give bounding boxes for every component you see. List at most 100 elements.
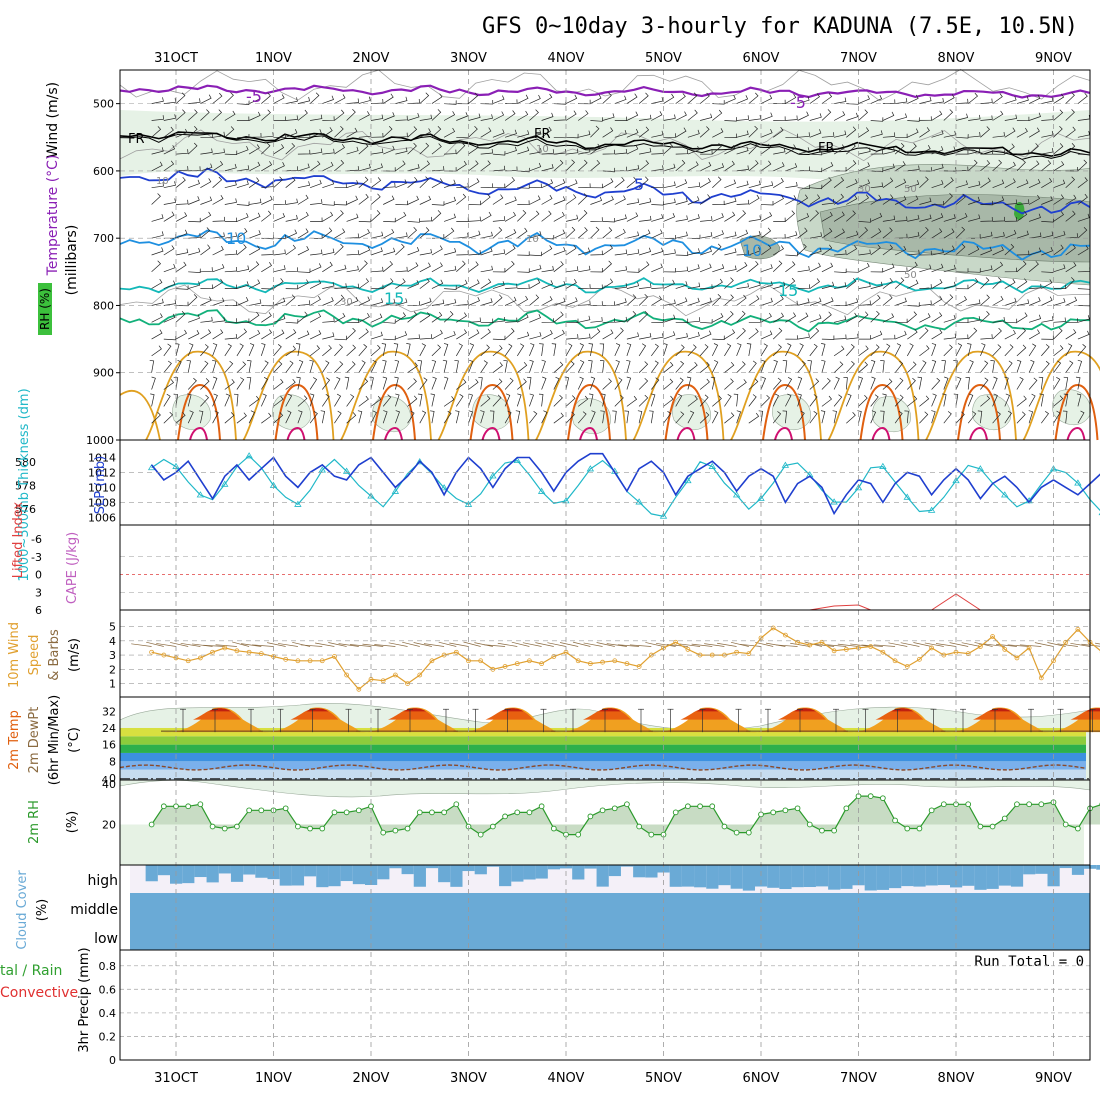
wind-barb: [358, 378, 369, 390]
wind-barb: [821, 343, 826, 356]
wind-barb: [748, 194, 760, 205]
wind-barb-10m: [315, 642, 335, 647]
wind-barb: [261, 161, 273, 172]
wind-barb-10m: [232, 641, 250, 647]
wind-barb: [200, 329, 212, 340]
wind-barb: [565, 133, 579, 139]
wind-barb: [322, 344, 332, 357]
cloud-high-bar: [511, 865, 524, 882]
wind-barb: [858, 218, 872, 223]
wind-barb: [1004, 376, 1009, 390]
wind-barb: [480, 344, 490, 357]
wind-barb: [943, 411, 952, 424]
wind-barb: [663, 331, 676, 340]
wind-speed-point: [1002, 646, 1008, 652]
wind-barb: [443, 111, 456, 121]
ylabel-precip-convective: Convective: [0, 985, 78, 1001]
wind-barb: [297, 149, 311, 155]
wind-barb: [773, 245, 784, 256]
wind-barb: [383, 335, 396, 341]
rh2m-point: [989, 823, 996, 830]
wind-barb: [188, 314, 200, 323]
wind-barb: [614, 228, 626, 239]
cloud-high-bar: [950, 865, 963, 888]
wind-barb: [297, 246, 310, 256]
wind-barb: [882, 343, 891, 357]
wind-barb: [807, 360, 812, 373]
wind-barb: [248, 161, 261, 172]
wind-barb: [980, 160, 991, 172]
wind-speed-point: [539, 661, 545, 667]
wind-barb: [599, 360, 605, 373]
wind-barb: [322, 148, 335, 155]
wind-barb: [577, 159, 588, 172]
wind-barb: [505, 283, 518, 289]
date-top-1NOV: 1NOV: [255, 51, 292, 66]
wind-barb: [882, 244, 893, 256]
wind-barb: [785, 261, 796, 273]
wind-barb: [224, 217, 238, 222]
wind-barb: [212, 109, 222, 121]
wind-barb: [151, 298, 164, 306]
wind-barb: [724, 311, 734, 323]
wind-barb: [882, 99, 896, 104]
wind-barb: [882, 294, 893, 306]
wind-barb: [261, 250, 274, 256]
wind-barb: [431, 344, 442, 357]
wind-barb: [419, 128, 431, 138]
rh2m-point: [368, 803, 374, 810]
wind-speed-line: [151, 627, 1100, 691]
thickness-tick-label: 578: [15, 480, 36, 493]
wind-barb: [419, 114, 433, 121]
wind-barb: [1016, 299, 1030, 306]
wind-barb: [870, 228, 882, 239]
temp-tick-label: 16: [102, 739, 116, 752]
wind-barb: [443, 330, 456, 340]
wind-speed-point: [234, 648, 240, 654]
temp-tick-label: 32: [102, 705, 116, 718]
wind-barb: [626, 212, 639, 222]
wind-barb: [431, 329, 443, 340]
wind-barb: [1028, 178, 1041, 189]
wind-barb: [748, 260, 759, 273]
wind-barb: [968, 245, 980, 256]
date-bottom-7NOV: 7NOV: [840, 1071, 877, 1086]
cloud-high-bar: [291, 865, 305, 886]
thickness-point: [440, 484, 448, 491]
wind-barb: [443, 410, 452, 424]
wind-barb: [261, 92, 271, 104]
wind-barb: [346, 412, 357, 424]
wind-barb: [1016, 210, 1028, 222]
wind-barb: [163, 145, 176, 155]
wind-barb: [188, 196, 200, 205]
wind-barb: [943, 193, 953, 205]
wind-barb: [285, 166, 299, 172]
wind-barb: [626, 311, 637, 323]
cloud-high-bar: [572, 865, 585, 880]
wind-barb: [626, 164, 640, 172]
cloud-high-bar: [523, 865, 536, 880]
wind-barb: [907, 361, 917, 373]
ylabel-slp: SLP (mb): [93, 456, 108, 515]
wind-barb: [443, 396, 455, 407]
wind-speed-point: [612, 658, 618, 664]
wind-barb: [943, 333, 957, 340]
wind-barb: [663, 279, 675, 289]
thickness-point: [342, 467, 351, 474]
wind-barb-10m: [765, 642, 786, 647]
wind-barb: [358, 143, 369, 155]
wind-barb: [233, 393, 239, 407]
thickness-point: [903, 493, 911, 500]
rh-tick-label: 40: [102, 778, 116, 791]
wind-barb: [821, 359, 826, 373]
rh2m-point: [685, 803, 691, 810]
wind-barb: [212, 316, 225, 323]
wind-barb: [1053, 244, 1064, 256]
rh2m-point: [331, 809, 338, 816]
wind-barb: [480, 395, 491, 407]
wind-barb: [346, 195, 358, 205]
wind-barb: [334, 143, 345, 155]
wind-barb: [480, 211, 492, 222]
wind-barb: [419, 92, 430, 104]
wind-barb: [834, 334, 847, 340]
